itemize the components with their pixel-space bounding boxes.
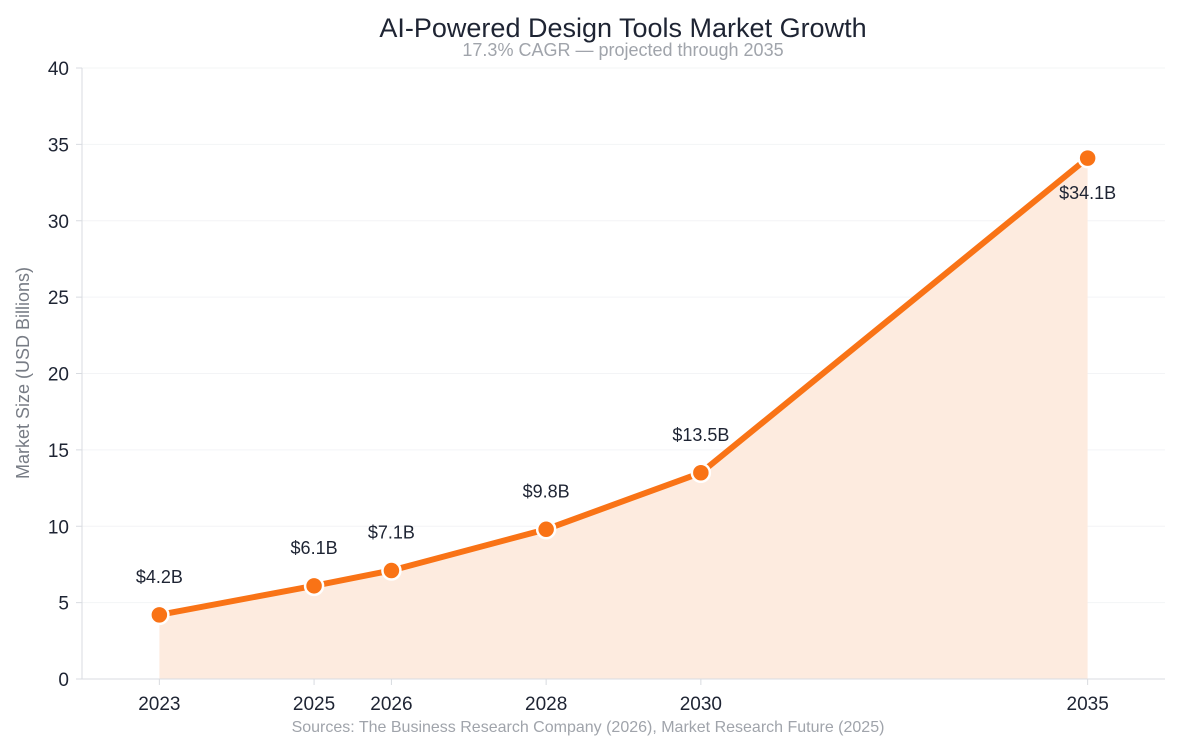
y-axis-label: Market Size (USD Billions) xyxy=(13,267,33,479)
y-tick-label: 5 xyxy=(58,594,69,615)
data-label: $34.1B xyxy=(1059,183,1116,203)
data-point xyxy=(1077,147,1098,169)
x-tick-label: 2023 xyxy=(138,694,180,715)
series-line xyxy=(156,155,1091,618)
area-fill xyxy=(159,158,1088,680)
x-tick-label: 2025 xyxy=(293,694,335,715)
data-label: $7.1B xyxy=(368,523,415,543)
data-points xyxy=(149,147,1098,626)
x-tick-label: 2028 xyxy=(525,694,567,715)
data-label: $13.5B xyxy=(672,425,729,445)
y-tick-label: 35 xyxy=(48,135,69,156)
chart-title: AI-Powered Design Tools Market Growth xyxy=(379,13,866,43)
y-tick-label: 20 xyxy=(48,365,69,386)
data-point xyxy=(303,575,325,597)
y-tick-label: 30 xyxy=(48,212,69,233)
x-tick-label: 2030 xyxy=(680,694,722,715)
data-point xyxy=(690,462,712,484)
data-point xyxy=(381,560,402,581)
data-label: $6.1B xyxy=(291,538,338,558)
chart-subtitle: 17.3% CAGR — projected through 2035 xyxy=(462,40,783,60)
y-tick-label: 0 xyxy=(58,670,69,691)
x-tick-label: 2026 xyxy=(370,694,412,715)
data-labels: $4.2B $6.1B $7.1B $9.8B $13.5B $34.1B xyxy=(136,183,1116,587)
y-tick-label: 10 xyxy=(48,517,69,538)
y-tick-label: 40 xyxy=(48,59,69,80)
data-point xyxy=(535,519,557,540)
data-point xyxy=(149,604,170,626)
x-tick-label: 2035 xyxy=(1067,694,1109,715)
source-note: Sources: The Business Research Company (… xyxy=(292,719,885,736)
data-label: $9.8B xyxy=(523,481,570,501)
grid-lines xyxy=(82,67,1165,604)
y-tick-label: 25 xyxy=(48,288,69,309)
data-label: $4.2B xyxy=(136,567,183,587)
y-tick-label: 15 xyxy=(48,441,69,462)
